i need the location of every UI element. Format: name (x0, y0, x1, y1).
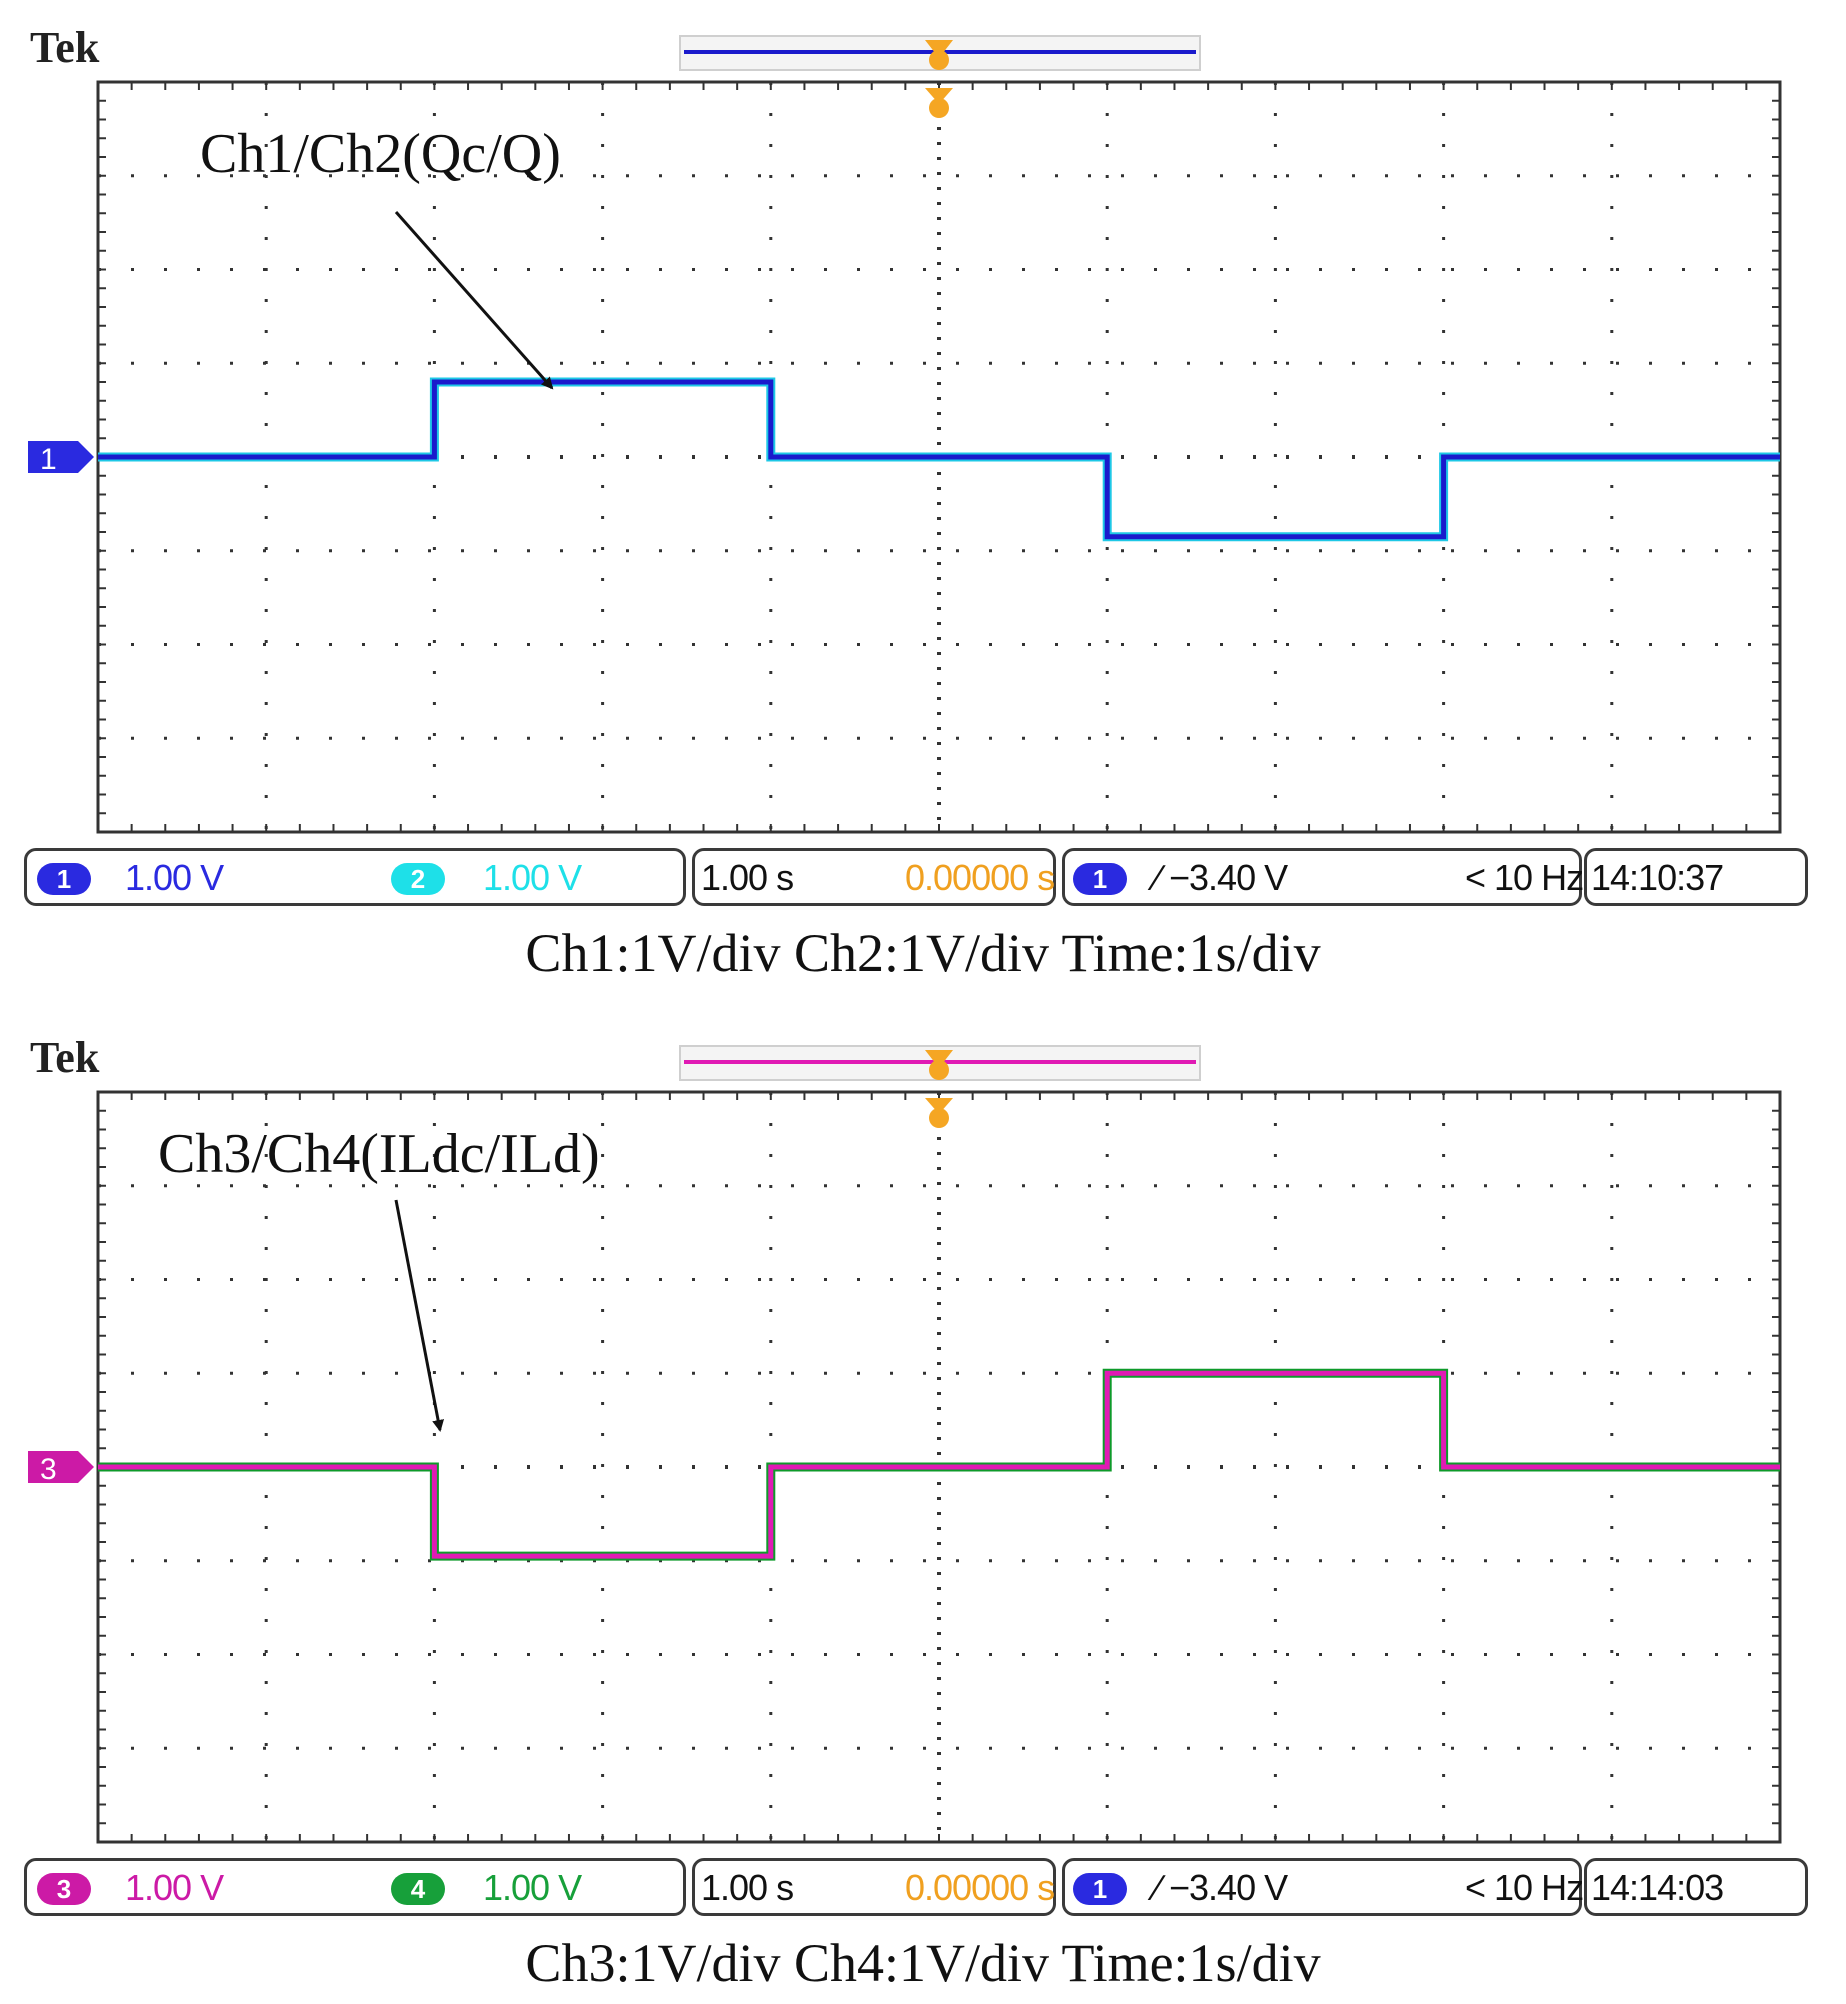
annotation-arrow (394, 1199, 445, 1432)
channel-badge-b: 4 (391, 1873, 445, 1905)
clock-value: 14:14:03 (1591, 1867, 1724, 1908)
readout-clock: 14:10:37 (1584, 848, 1808, 906)
trigger-badge: 1 (1073, 863, 1127, 895)
readout-channels: 1 1.00 V 2 1.00 V (24, 848, 686, 906)
trigger-frequency: < 10 Hz (1465, 1867, 1584, 1908)
channel-scale-a: 1.00 V (125, 1867, 224, 1908)
channel-badge-b: 2 (391, 863, 445, 895)
trigger-frequency: < 10 Hz (1465, 857, 1584, 898)
trace-ch3 (98, 1370, 1780, 1559)
trigger-point-marker (929, 98, 949, 118)
trace-ch1 (98, 379, 1780, 540)
brand-label: Tek (30, 1033, 100, 1082)
trigger-point-marker (925, 1098, 953, 1114)
trigger-position-marker (925, 1050, 953, 1068)
trigger-position-marker (929, 1060, 949, 1080)
scope-panel-top: 1 Tek Ch1/Ch2(Qc/Q) 1 1.00 V 2 1.00 V 1.… (0, 0, 1846, 983)
trigger-position-marker (925, 40, 953, 58)
figure-caption: Ch3:1V/div Ch4:1V/div Time:1s/div (525, 1933, 1321, 1993)
readout-timebase: 1.00 s 0.00000 s (692, 1858, 1056, 1916)
ground-marker-label: 1 (40, 443, 57, 476)
annotation-arrow (394, 211, 554, 390)
position-value: 0.00000 s (905, 857, 1055, 898)
readout-trigger: 1 ∕ −3.40 V < 10 Hz (1062, 1858, 1584, 1916)
annotation-label: Ch1/Ch2(Qc/Q) (200, 123, 561, 185)
brand-label: Tek (30, 23, 100, 72)
trigger-point-marker (925, 88, 953, 104)
trigger-level: ∕ −3.40 V (1155, 1867, 1288, 1908)
channel-scale-b: 1.00 V (483, 1867, 582, 1908)
trigger-badge: 1 (1073, 1873, 1127, 1905)
scope-panel-bottom: 3 Tek Ch3/Ch4(ILdc/ILd) 3 1.00 V 4 1.00 … (0, 1010, 1846, 1993)
position-value: 0.00000 s (905, 1867, 1055, 1908)
ground-marker (28, 1451, 94, 1483)
channel-badge-a: 3 (37, 1873, 91, 1905)
readout-timebase: 1.00 s 0.00000 s (692, 848, 1056, 906)
ground-marker-label: 3 (40, 1453, 57, 1486)
readout-clock: 14:14:03 (1584, 1858, 1808, 1916)
figure-caption: Ch1:1V/div Ch2:1V/div Time:1s/div (525, 923, 1321, 983)
trigger-point-marker (929, 1108, 949, 1128)
trigger-level: ∕ −3.40 V (1155, 857, 1288, 898)
timebase-value: 1.00 s (701, 857, 794, 898)
timebase-value: 1.00 s (701, 1867, 794, 1908)
trigger-position-marker (929, 50, 949, 70)
annotation-label: Ch3/Ch4(ILdc/ILd) (158, 1123, 600, 1185)
readout-channels: 3 1.00 V 4 1.00 V (24, 1858, 686, 1916)
channel-scale-a: 1.00 V (125, 857, 224, 898)
channel-badge-a: 1 (37, 863, 91, 895)
scope-plot-bottom: 3 (28, 1045, 1782, 1844)
clock-value: 14:10:37 (1591, 857, 1724, 898)
readout-trigger: 1 ∕ −3.40 V < 10 Hz (1062, 848, 1584, 906)
channel-scale-b: 1.00 V (483, 857, 582, 898)
scope-plot-top: 1 (28, 35, 1782, 834)
ground-marker (28, 441, 94, 473)
